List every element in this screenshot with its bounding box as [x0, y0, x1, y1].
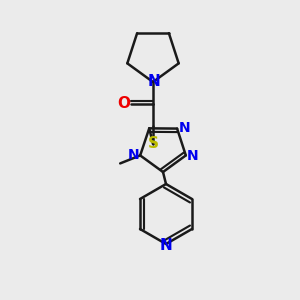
Text: O: O — [118, 97, 130, 112]
Text: N: N — [187, 149, 199, 164]
Text: S: S — [148, 136, 158, 152]
Text: N: N — [160, 238, 172, 253]
Text: N: N — [148, 74, 160, 89]
Text: N: N — [128, 148, 139, 162]
Text: N: N — [178, 121, 190, 135]
